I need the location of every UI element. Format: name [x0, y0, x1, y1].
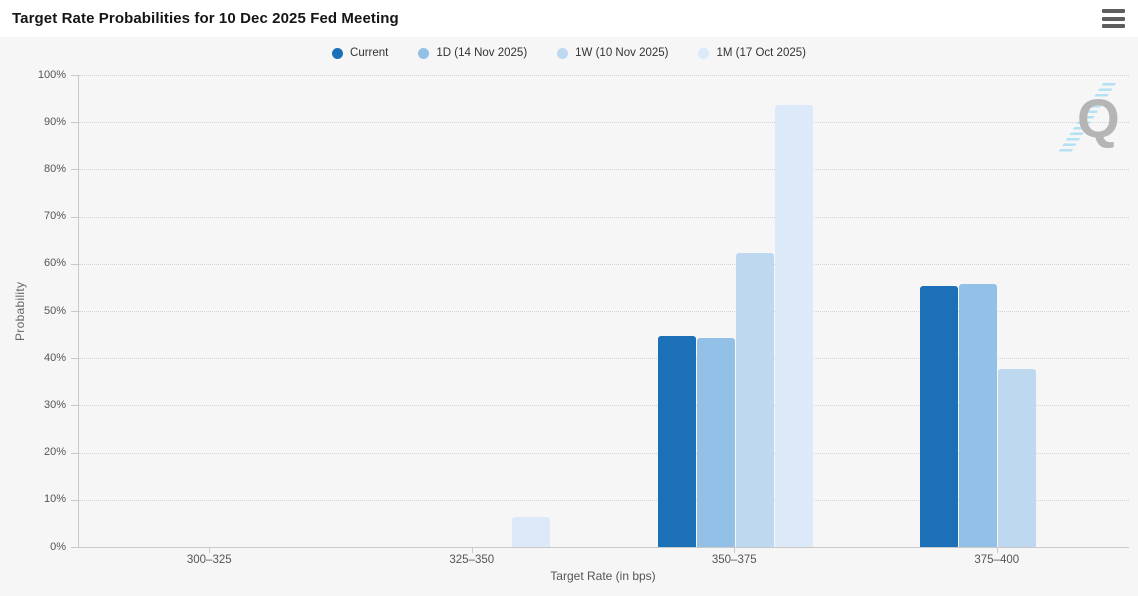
hamburger-menu-icon[interactable]	[1102, 8, 1126, 29]
gridline	[79, 358, 1129, 360]
y-tick-label: 80%	[43, 162, 66, 175]
gridline	[79, 263, 1129, 265]
legend-item-label: 1W (10 Nov 2025)	[575, 47, 669, 59]
y-axis-tick	[71, 75, 78, 76]
bar-1d-375–400	[959, 284, 998, 547]
gridline	[79, 311, 1129, 312]
legend-marker-icon	[332, 47, 344, 59]
x-category-label: 350–375	[711, 554, 757, 566]
x-axis-tick	[471, 548, 473, 553]
x-axis-tick	[209, 548, 211, 553]
gridline	[79, 452, 1129, 454]
legend-item-1[interactable]: 1D (14 Nov 2025)	[418, 47, 527, 59]
gridline	[79, 75, 1129, 76]
x-axis-tick	[996, 548, 998, 553]
bar-current-350–375	[657, 336, 696, 547]
y-axis-tick	[71, 169, 78, 171]
y-tick-label: 30%	[43, 398, 66, 411]
legend-marker-icon	[418, 47, 430, 59]
legend-marker-icon	[698, 47, 710, 59]
x-category-label: 325–350	[449, 554, 495, 566]
legend-item-label: 1M (17 Oct 2025)	[716, 47, 806, 59]
watermark-q-logo: Q	[1077, 87, 1120, 149]
y-axis-tick	[71, 216, 78, 218]
x-category-label: 300–325	[186, 554, 232, 566]
bar-1w-375–400	[998, 369, 1037, 547]
y-axis-tick	[71, 452, 78, 454]
legend-item-0[interactable]: Current	[332, 47, 388, 59]
y-axis-tick	[71, 405, 78, 407]
plot-area	[78, 75, 1129, 548]
legend: Current 1D (14 Nov 2025) 1W (10 Nov 2025) 1…	[0, 44, 1138, 62]
legend-item-3[interactable]: 1M (17 Oct 2025)	[698, 47, 806, 59]
gridline	[79, 216, 1129, 218]
x-category-label: 375–400	[974, 554, 1020, 566]
y-tick-label: 90%	[43, 115, 66, 128]
y-tick-label: 60%	[43, 257, 66, 270]
y-axis-tick	[71, 263, 78, 265]
title-bar: Target Rate Probabilities for 10 Dec 202…	[0, 0, 1138, 37]
y-tick-label: 0%	[50, 540, 66, 553]
legend-item-2[interactable]: 1W (10 Nov 2025)	[557, 47, 668, 59]
y-tick-label: 20%	[43, 446, 66, 459]
bar-1w-350–375	[735, 252, 774, 547]
chart-title: Target Rate Probabilities for 10 Dec 202…	[12, 10, 399, 27]
legend-item-label: Current	[350, 47, 389, 59]
gridline	[79, 122, 1129, 124]
y-axis-tick	[71, 499, 78, 501]
y-tick-label: 70%	[43, 210, 66, 223]
bar-1m-350–375	[774, 104, 813, 547]
y-tick-label: 40%	[43, 351, 66, 364]
bar-current-375–400	[920, 285, 959, 547]
y-axis-tick	[71, 122, 78, 124]
x-axis-title: Target Rate (in bps)	[550, 569, 656, 583]
legend-item-label: 1D (14 Nov 2025)	[436, 47, 528, 59]
x-axis-tick	[734, 548, 736, 553]
gridline	[79, 499, 1129, 501]
bar-1m-325–350	[512, 517, 551, 547]
y-axis-tick	[71, 358, 78, 360]
gridline	[79, 169, 1129, 171]
y-tick-label: 10%	[43, 493, 66, 506]
y-axis-tick	[71, 547, 78, 548]
bar-1d-350–375	[696, 337, 735, 547]
y-tick-label: 100%	[37, 68, 66, 81]
y-tick-label: 50%	[43, 304, 66, 317]
gridline	[79, 405, 1129, 407]
y-axis-tick	[71, 311, 78, 312]
legend-marker-icon	[557, 47, 569, 59]
